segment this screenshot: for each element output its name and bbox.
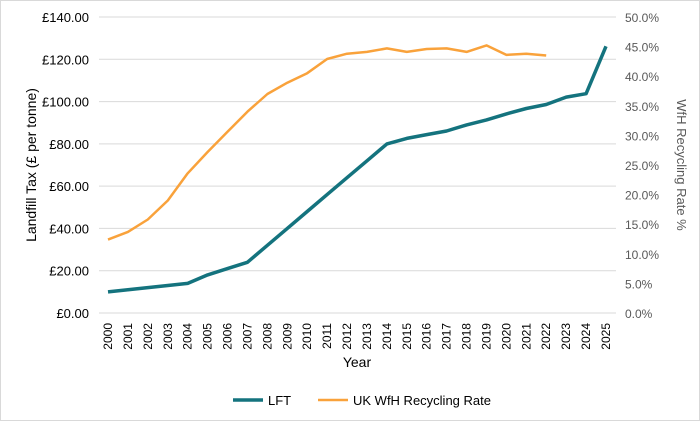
x-tick-label: 2017 [440, 323, 454, 350]
x-tick-label: 2009 [280, 323, 294, 350]
x-tick-label: 2021 [519, 323, 533, 350]
y2-tick-label: 10.0% [625, 248, 659, 262]
x-tick-label: 2005 [201, 323, 215, 350]
y-tick-label: £80.00 [49, 137, 89, 152]
y-tick-label: £40.00 [49, 221, 89, 236]
x-tick-label: 2008 [260, 323, 274, 350]
x-tick-label: 2010 [300, 323, 314, 350]
x-tick-label: 2006 [221, 323, 235, 350]
y2-axis-title: WfH Recycling Rate % [674, 99, 689, 231]
series-line-lft [107, 45, 608, 294]
x-tick-label: 2012 [340, 323, 354, 350]
y2-tick-label: 5.0% [625, 277, 653, 291]
x-tick-label: 2022 [539, 323, 553, 350]
y-tick-label: £0.00 [56, 306, 89, 321]
y2-tick-label: 30.0% [625, 129, 659, 143]
y-tick-label: £20.00 [49, 264, 89, 279]
x-tick-label: 2023 [559, 323, 573, 350]
x-tick-label: 2014 [380, 323, 394, 350]
legend-label-lft: LFT [268, 393, 291, 408]
series-line-recycling-rate [107, 44, 547, 241]
x-tick-label: 2011 [320, 323, 334, 349]
x-tick-label: 2002 [141, 323, 155, 350]
x-tick-label: 2025 [599, 323, 613, 350]
y2-tick-label: 20.0% [625, 189, 659, 203]
y2-tick-label: 40.0% [625, 70, 659, 84]
y2-tick-label: 45.0% [625, 41, 659, 55]
x-tick-label: 2004 [181, 323, 195, 350]
y-tick-label: £140.00 [42, 10, 89, 25]
x-tick-label: 2019 [479, 323, 493, 350]
x-tick-label: 2018 [460, 323, 474, 350]
x-tick-label: 2016 [420, 323, 434, 350]
x-tick-label: 2001 [121, 323, 135, 350]
x-tick-label: 2000 [101, 323, 115, 350]
y-tick-label: £120.00 [42, 52, 89, 67]
x-tick-label: 2020 [499, 323, 513, 350]
legend-label-recycling-rate: UK WfH Recycling Rate [353, 393, 491, 408]
y2-tick-label: 0.0% [625, 307, 653, 321]
y-axis-title: Landfill Tax (£ per tonne) [23, 88, 39, 242]
x-tick-label: 2013 [360, 323, 374, 350]
y-tick-label: £60.00 [49, 179, 89, 194]
x-tick-label: 2007 [240, 323, 254, 350]
x-axis-title: Year [343, 354, 372, 370]
x-tick-label: 2024 [579, 323, 593, 350]
y2-tick-label: 35.0% [625, 100, 659, 114]
y2-tick-label: 50.0% [625, 11, 659, 25]
x-tick-label: 2015 [400, 323, 414, 350]
y-tick-label: £100.00 [42, 95, 89, 110]
y2-tick-label: 25.0% [625, 159, 659, 173]
x-tick-label: 2003 [161, 323, 175, 350]
y2-tick-label: 15.0% [625, 218, 659, 232]
